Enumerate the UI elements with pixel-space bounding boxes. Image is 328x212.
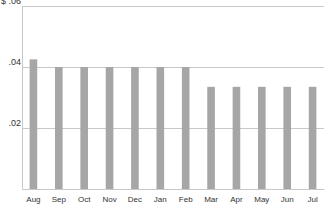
- x-tick: Feb: [179, 189, 193, 204]
- x-tick-label: Sep: [52, 195, 67, 204]
- x-tick: Jul: [307, 189, 317, 204]
- x-tick-label: Aug: [26, 195, 40, 204]
- x-tick-label: Oct: [78, 195, 91, 204]
- bars: [30, 59, 317, 189]
- bar: [106, 67, 114, 189]
- bar: [283, 87, 291, 189]
- y-axis-line: [22, 7, 23, 190]
- y-tick-label: .02: [8, 118, 21, 128]
- x-tick: Sep: [52, 189, 67, 204]
- x-tick-label: Jan: [154, 195, 167, 204]
- plot: .02 .04 $ .06 Aug Sep Oct Nov Dec Jan Feb Mar Apr Ma…: [1, 0, 325, 204]
- y-axis: .02 .04 $ .06: [1, 0, 324, 190]
- x-tick: Oct: [78, 189, 91, 204]
- bar: [131, 67, 139, 189]
- grid-line: [22, 6, 324, 7]
- bar: [233, 87, 241, 189]
- x-tick-label: Dec: [128, 195, 142, 204]
- bar: [80, 67, 88, 189]
- bar: [30, 59, 38, 189]
- x-axis-line: [23, 189, 325, 190]
- y-tick-label: .04: [8, 57, 21, 67]
- x-tick: Mar: [204, 189, 218, 204]
- x-tick: Nov: [102, 189, 116, 204]
- x-tick: Apr: [230, 189, 243, 204]
- bar: [55, 67, 63, 189]
- x-tick-label: May: [254, 195, 269, 204]
- x-tick: Jan: [154, 189, 167, 204]
- y-tick: .04: [8, 57, 324, 67]
- bar: [182, 67, 190, 189]
- bar: [258, 87, 266, 189]
- x-tick-label: Jul: [307, 195, 317, 204]
- x-tick: Aug: [26, 189, 40, 204]
- bar: [157, 67, 165, 189]
- bar: [207, 87, 215, 189]
- grid-line: [22, 128, 324, 129]
- x-tick-label: Nov: [102, 195, 116, 204]
- y-tick: $ .06: [1, 0, 324, 7]
- x-tick-label: Mar: [204, 195, 218, 204]
- x-tick: Jun: [281, 189, 294, 204]
- bar: [309, 87, 317, 189]
- x-tick: Dec: [128, 189, 142, 204]
- x-axis: Aug Sep Oct Nov Dec Jan Feb Mar Apr May Jun Jul: [23, 189, 325, 204]
- x-tick-label: Feb: [179, 195, 193, 204]
- x-tick-label: Apr: [230, 195, 243, 204]
- y-tick-label: $ .06: [1, 0, 21, 6]
- x-tick-label: Jun: [281, 195, 294, 204]
- chart: .02 .04 $ .06 Aug Sep Oct Nov Dec Jan Feb Mar Apr Ma…: [0, 0, 328, 212]
- x-tick: May: [254, 189, 269, 204]
- grid-line: [22, 67, 324, 68]
